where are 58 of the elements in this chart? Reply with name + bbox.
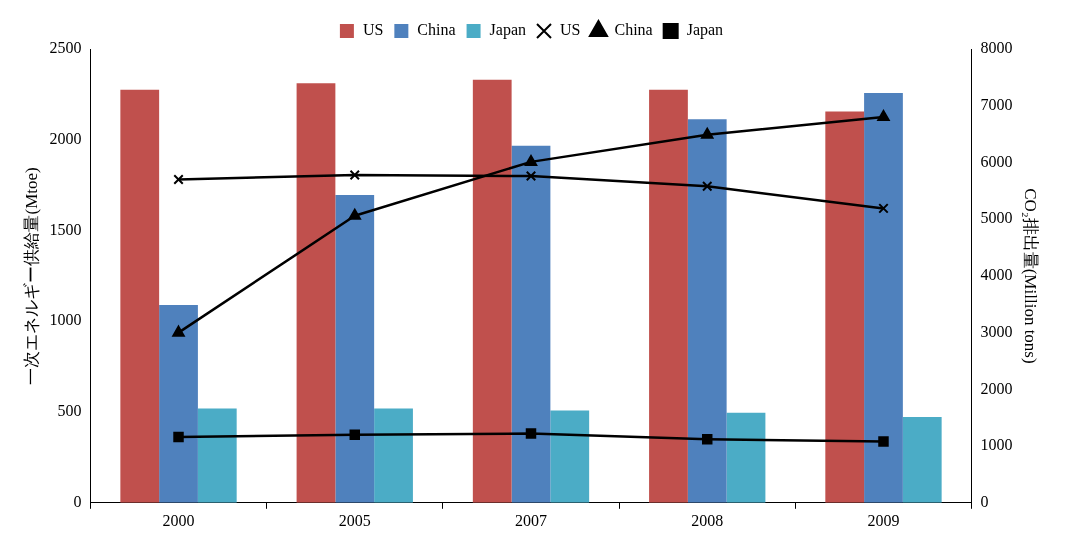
y-tick-label: 2000 — [49, 129, 82, 147]
y2-axis-title: CO₂排出量(Million tons) — [1021, 188, 1041, 364]
y-tick-label: 1000 — [49, 311, 82, 329]
bar — [687, 119, 727, 503]
point — [701, 127, 714, 139]
point — [173, 431, 184, 443]
bar — [649, 89, 688, 503]
bar — [511, 145, 551, 503]
point — [348, 208, 361, 220]
y-tick-label: 2500 — [49, 39, 82, 57]
y-tick-label: 0 — [73, 493, 82, 510]
y-axis-title: 一次エネルギー供給量(Mtoe) — [21, 167, 41, 385]
point — [525, 170, 537, 182]
x-tick-label: 2005 — [338, 511, 371, 529]
point — [877, 110, 890, 122]
point — [702, 434, 713, 445]
y-tick-label: 1500 — [49, 220, 82, 238]
point — [525, 428, 537, 439]
y2-tick-label: 5000 — [980, 209, 1013, 227]
point — [878, 436, 889, 447]
x-tick-label: 2007 — [515, 511, 547, 529]
bar — [335, 195, 375, 503]
x-tick-label: 2000 — [162, 511, 195, 529]
point — [878, 203, 889, 214]
point — [702, 181, 713, 192]
bar — [120, 89, 160, 503]
bar — [864, 92, 903, 503]
y2-tick-label: 1000 — [980, 436, 1013, 454]
bar — [550, 410, 590, 503]
bar — [902, 417, 942, 503]
bar — [374, 408, 413, 503]
y2-tick-label: 6000 — [980, 152, 1013, 170]
point — [349, 429, 360, 440]
legend-label: Japan — [489, 21, 527, 40]
x-tick-label: 2008 — [691, 511, 724, 529]
bar — [197, 408, 237, 503]
point — [349, 169, 360, 181]
legend-label: China — [614, 21, 653, 39]
bar — [159, 304, 198, 503]
bar — [825, 111, 865, 503]
bar — [296, 83, 336, 503]
x-tick-label: 2009 — [867, 511, 900, 529]
y2-tick-label: 3000 — [980, 322, 1013, 340]
point — [172, 325, 185, 337]
y2-tick-label: 4000 — [980, 266, 1013, 284]
legend-label: China — [417, 21, 456, 39]
point — [524, 154, 538, 166]
bar — [472, 79, 512, 503]
y2-tick-label: 8000 — [980, 39, 1013, 57]
y2-tick-label: 2000 — [980, 379, 1013, 397]
legend-label: Japan — [686, 21, 724, 40]
y2-tick-label: 0 — [980, 493, 989, 510]
bar — [726, 412, 766, 503]
point — [173, 174, 184, 185]
legend-label: US — [560, 21, 581, 39]
legend-label: US — [362, 21, 384, 39]
y-tick-label: 500 — [57, 402, 82, 420]
y2-tick-label: 7000 — [980, 95, 1013, 113]
